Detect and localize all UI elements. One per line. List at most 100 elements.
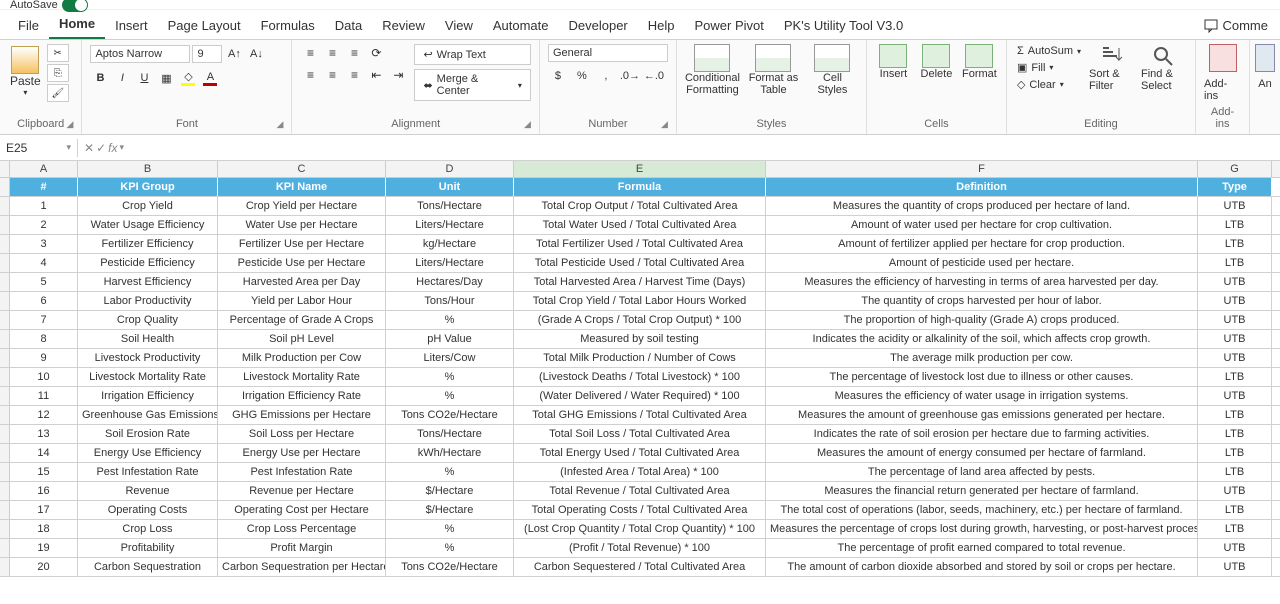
cut-button[interactable]: ✂ xyxy=(47,44,69,62)
cell[interactable]: The quantity of crops harvested per hour… xyxy=(766,292,1198,310)
cell[interactable]: 15 xyxy=(10,463,78,481)
column-header-F[interactable]: F xyxy=(766,161,1198,177)
cell[interactable]: UTB xyxy=(1198,539,1272,557)
cell[interactable]: (Infested Area / Total Area) * 100 xyxy=(514,463,766,481)
cell[interactable]: The amount of carbon dioxide absorbed an… xyxy=(766,558,1198,576)
cell[interactable]: Harvest Efficiency xyxy=(78,273,218,291)
cell[interactable]: Operating Cost per Hectare xyxy=(218,501,386,519)
cell[interactable]: KPI Group xyxy=(78,178,218,196)
autosum-button[interactable]: ΣAutoSum▾ xyxy=(1015,44,1083,58)
cell[interactable]: Liters/Hectare xyxy=(386,254,514,272)
cell[interactable]: Measures the amount of energy consumed p… xyxy=(766,444,1198,462)
font-size-select[interactable]: 9 xyxy=(192,45,222,63)
sort-filter-button[interactable]: Sort & Filter xyxy=(1089,44,1135,92)
cell[interactable]: The percentage of land area affected by … xyxy=(766,463,1198,481)
cell[interactable]: Measures the financial return generated … xyxy=(766,482,1198,500)
row-header[interactable] xyxy=(0,178,10,196)
cell[interactable]: Total Operating Costs / Total Cultivated… xyxy=(514,501,766,519)
cell[interactable]: Yield per Labor Hour xyxy=(218,292,386,310)
cell[interactable]: UTB xyxy=(1198,482,1272,500)
cell[interactable]: 1 xyxy=(10,197,78,215)
cell[interactable]: Indicates the acidity or alkalinity of t… xyxy=(766,330,1198,348)
align-bottom-button[interactable]: ≡ xyxy=(344,44,364,62)
cell[interactable]: LTB xyxy=(1198,520,1272,538)
tab-power-pivot[interactable]: Power Pivot xyxy=(685,12,774,39)
cell[interactable]: Soil Loss per Hectare xyxy=(218,425,386,443)
tab-help[interactable]: Help xyxy=(638,12,685,39)
align-center-button[interactable]: ≡ xyxy=(322,66,342,84)
cell[interactable]: GHG Emissions per Hectare xyxy=(218,406,386,424)
row-header[interactable] xyxy=(0,501,10,519)
cell[interactable]: 8 xyxy=(10,330,78,348)
cell[interactable]: Amount of pesticide used per hectare. xyxy=(766,254,1198,272)
conditional-formatting-button[interactable]: Conditional Formatting xyxy=(685,44,740,96)
cell[interactable]: kWh/Hectare xyxy=(386,444,514,462)
cell[interactable]: Measures the quantity of crops produced … xyxy=(766,197,1198,215)
launcher-icon[interactable]: ◢ xyxy=(661,119,668,130)
formula-bar[interactable] xyxy=(130,146,1280,150)
fill-button[interactable]: ▣Fill▾ xyxy=(1015,60,1083,75)
cell[interactable]: 19 xyxy=(10,539,78,557)
cell[interactable]: LTB xyxy=(1198,425,1272,443)
cell[interactable]: (Lost Crop Quantity / Total Crop Quantit… xyxy=(514,520,766,538)
cell[interactable]: UTB xyxy=(1198,558,1272,576)
cell[interactable]: % xyxy=(386,520,514,538)
cell[interactable]: Carbon Sequestered / Total Cultivated Ar… xyxy=(514,558,766,576)
cell[interactable]: Total Water Used / Total Cultivated Area xyxy=(514,216,766,234)
cell[interactable]: Crop Loss Percentage xyxy=(218,520,386,538)
increase-indent-button[interactable]: ⇥ xyxy=(388,66,408,84)
tab-insert[interactable]: Insert xyxy=(105,12,158,39)
cell[interactable]: pH Value xyxy=(386,330,514,348)
cell[interactable]: Tons/Hectare xyxy=(386,425,514,443)
cell[interactable]: 13 xyxy=(10,425,78,443)
cell[interactable]: Water Usage Efficiency xyxy=(78,216,218,234)
delete-cells-button[interactable]: Delete xyxy=(918,44,955,80)
row-header[interactable] xyxy=(0,406,10,424)
cell[interactable]: Total Energy Used / Total Cultivated Are… xyxy=(514,444,766,462)
cell[interactable]: Livestock Mortality Rate xyxy=(78,368,218,386)
border-button[interactable]: ▦ xyxy=(156,68,176,88)
wrap-text-button[interactable]: ↩Wrap Text xyxy=(414,44,530,65)
cell[interactable]: Formula xyxy=(514,178,766,196)
orientation-button[interactable]: ⟳ xyxy=(366,44,386,62)
currency-button[interactable]: $ xyxy=(548,66,568,86)
cell[interactable]: % xyxy=(386,539,514,557)
italic-button[interactable]: I xyxy=(112,68,132,88)
cell[interactable]: Measures the efficiency of water usage i… xyxy=(766,387,1198,405)
find-select-button[interactable]: Find & Select xyxy=(1141,44,1187,92)
format-cells-button[interactable]: Format xyxy=(961,44,998,80)
toggle-switch[interactable] xyxy=(62,0,88,12)
row-header[interactable] xyxy=(0,539,10,557)
addins-button[interactable]: Add-ins xyxy=(1204,44,1241,104)
cell[interactable]: 10 xyxy=(10,368,78,386)
cell[interactable]: UTB xyxy=(1198,349,1272,367)
cell[interactable]: 11 xyxy=(10,387,78,405)
row-header[interactable] xyxy=(0,482,10,500)
paste-button[interactable]: Paste ▾ xyxy=(8,44,43,99)
row-header[interactable] xyxy=(0,197,10,215)
row-header[interactable] xyxy=(0,216,10,234)
cell[interactable]: UTB xyxy=(1198,273,1272,291)
cell[interactable]: Total Crop Output / Total Cultivated Are… xyxy=(514,197,766,215)
cell[interactable]: % xyxy=(386,387,514,405)
align-middle-button[interactable]: ≡ xyxy=(322,44,342,62)
cell[interactable]: Profit Margin xyxy=(218,539,386,557)
tab-page-layout[interactable]: Page Layout xyxy=(158,12,251,39)
cell-styles-button[interactable]: Cell Styles xyxy=(807,44,858,96)
format-painter-button[interactable]: 🖌 xyxy=(47,84,69,102)
enter-formula-button[interactable]: ✓ xyxy=(96,141,106,155)
cell[interactable]: The proportion of high-quality (Grade A)… xyxy=(766,311,1198,329)
cell[interactable]: KPI Name xyxy=(218,178,386,196)
cell[interactable]: 7 xyxy=(10,311,78,329)
cell[interactable]: Labor Productivity xyxy=(78,292,218,310)
cell[interactable]: LTB xyxy=(1198,444,1272,462)
cell[interactable]: 2 xyxy=(10,216,78,234)
cell[interactable]: Percentage of Grade A Crops xyxy=(218,311,386,329)
cell[interactable]: UTB xyxy=(1198,330,1272,348)
select-all-button[interactable] xyxy=(0,161,10,177)
cell[interactable]: LTB xyxy=(1198,463,1272,481)
row-header[interactable] xyxy=(0,520,10,538)
tab-developer[interactable]: Developer xyxy=(559,12,638,39)
column-header-G[interactable]: G xyxy=(1198,161,1272,177)
increase-font-button[interactable]: A↑ xyxy=(224,44,244,64)
